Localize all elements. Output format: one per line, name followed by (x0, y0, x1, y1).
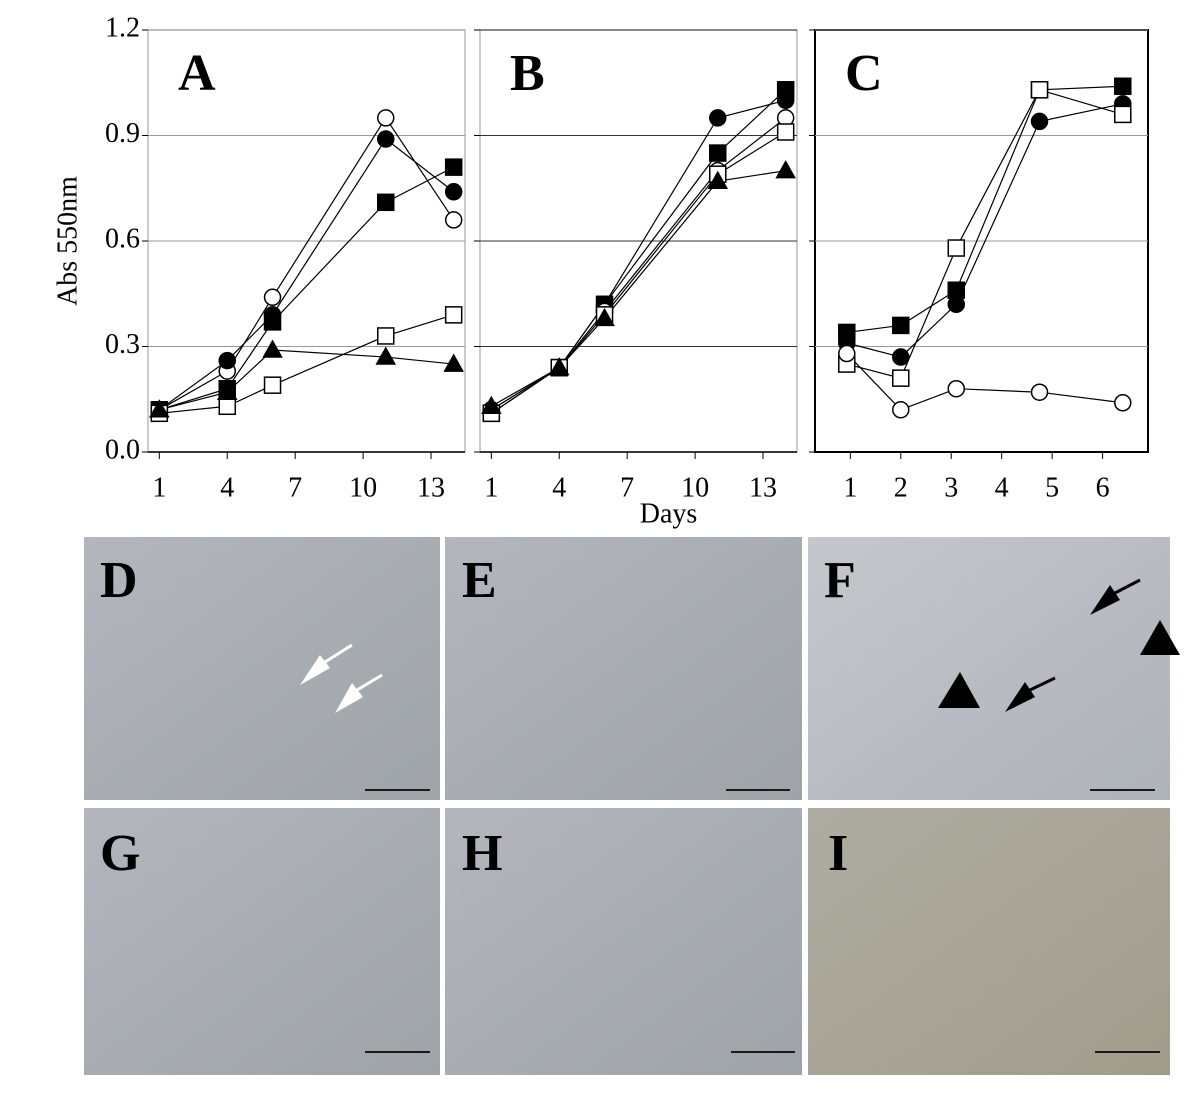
marker (707, 170, 729, 189)
series-line (158, 138, 455, 411)
y-tick-label: 0.6 (105, 223, 140, 254)
marker (263, 313, 282, 331)
x-tick-label: 1 (843, 472, 857, 503)
panel-label: A (178, 45, 216, 102)
series-line (159, 166, 454, 411)
photo (84, 537, 440, 800)
panel-label: G (100, 825, 140, 882)
panel-label: D (100, 552, 138, 609)
series-line (490, 89, 787, 414)
y-tick-label: 0.3 (105, 329, 140, 360)
arrows (300, 578, 1180, 713)
marker (776, 81, 795, 99)
photo (808, 808, 1170, 1075)
marker (947, 239, 966, 257)
y-tick-label: 0.0 (105, 434, 140, 465)
marker (892, 369, 910, 387)
series-line (846, 89, 1123, 379)
series-line (159, 349, 454, 411)
series-line (491, 170, 786, 407)
marker (892, 401, 910, 419)
series-line (846, 103, 1123, 358)
marker (481, 395, 502, 415)
photo (445, 537, 802, 800)
marker (709, 144, 727, 162)
panel-label: B (510, 45, 545, 102)
marker (377, 130, 395, 148)
marker (775, 160, 796, 179)
y-axis-label: Abs 550nm (52, 176, 83, 306)
marker (444, 158, 463, 176)
x-tick-label: 2 (894, 472, 908, 503)
x-tick-label: 4 (220, 472, 234, 503)
x-tick-label: 7 (620, 472, 634, 503)
marker (444, 183, 463, 201)
series-line (491, 99, 786, 411)
y-tick-label: 1.2 (105, 12, 140, 43)
marker (892, 316, 910, 335)
marker (947, 295, 966, 314)
x-tick-label: 5 (1045, 472, 1059, 503)
marker (947, 379, 966, 398)
x-tick-label: 13 (417, 472, 445, 503)
photo (445, 808, 802, 1075)
x-tick-label: 10 (349, 472, 377, 503)
scale-bars (365, 789, 1160, 1053)
photos (84, 537, 1180, 1075)
x-tick-label: 4 (995, 472, 1009, 503)
marker (377, 193, 395, 212)
panel-label: H (462, 825, 502, 882)
marker (776, 123, 795, 141)
x-tick-label: 1 (152, 472, 166, 503)
y-tick-label: 0.9 (105, 118, 140, 149)
marker (263, 376, 282, 394)
panel-label: C (845, 45, 883, 102)
marker (262, 339, 283, 358)
x-tick-label: 6 (1096, 472, 1110, 503)
series-line (846, 353, 1123, 411)
photo (84, 808, 440, 1075)
marker (1030, 112, 1049, 131)
marker (709, 109, 727, 127)
marker (218, 351, 236, 370)
marker (263, 288, 282, 307)
marker (1030, 383, 1049, 401)
series-line (159, 116, 455, 411)
series-line (491, 117, 787, 411)
marker (218, 397, 236, 416)
x-tick-label: 10 (681, 472, 709, 503)
x-tick-label: 3 (944, 472, 958, 503)
x-tick-label: 13 (749, 472, 777, 503)
marker (375, 346, 397, 365)
marker (377, 327, 395, 345)
marker (444, 211, 463, 229)
x-tick-label: 7 (288, 472, 302, 503)
marker (377, 109, 395, 127)
marker (838, 344, 856, 363)
series-line (490, 131, 786, 414)
marker (444, 306, 463, 324)
x-tick-label: 4 (552, 472, 566, 503)
marker (1114, 105, 1132, 124)
x-tick-label: 1 (484, 472, 498, 503)
panel-label: I (828, 825, 848, 882)
photo (808, 537, 1170, 800)
marker (548, 357, 570, 376)
marker (1114, 77, 1132, 96)
series-line (846, 85, 1123, 334)
marker (594, 307, 615, 327)
marker (892, 348, 910, 366)
panel-label: F (824, 552, 856, 609)
marker (149, 399, 170, 418)
marker (1114, 394, 1132, 412)
marker (1030, 81, 1049, 99)
marker (216, 381, 238, 400)
panel-label: E (462, 552, 497, 609)
marker (443, 353, 464, 372)
x-axis-label: Days (640, 498, 698, 529)
